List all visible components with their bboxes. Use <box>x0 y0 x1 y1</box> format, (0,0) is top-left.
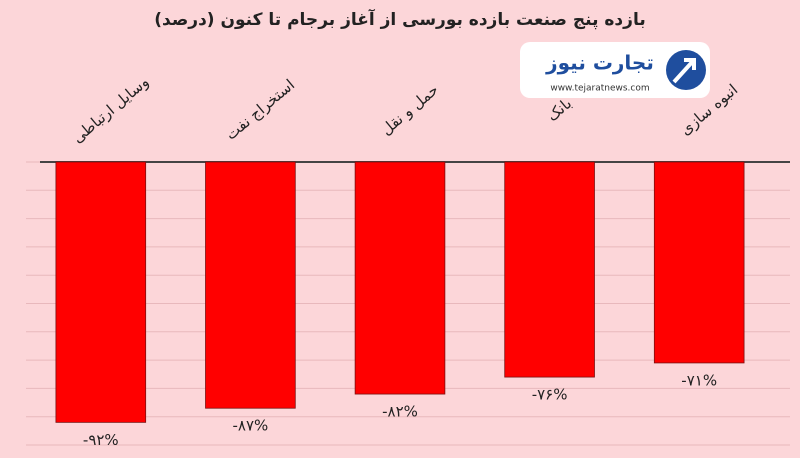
value-label: -۸۲% <box>382 403 418 421</box>
bar <box>55 161 147 423</box>
logo-url: www.tejaratnews.com <box>550 84 649 94</box>
logo-box <box>520 42 710 98</box>
bar <box>504 161 595 378</box>
logo-arrow <box>672 58 696 84</box>
value-label: -۷۱% <box>681 371 717 389</box>
value-label: -۹۲% <box>83 431 119 449</box>
logo: تجارت نیوز www.tejaratnews.com <box>520 42 710 98</box>
value-label: -۷۶% <box>532 386 568 404</box>
bar <box>653 161 745 364</box>
bar <box>205 161 296 409</box>
bar <box>354 161 446 395</box>
logo-name: تجارت نیوز <box>545 51 654 75</box>
value-label: -۸۷% <box>233 417 269 435</box>
chart-title: بازده پنج صنعت بازده بورسی از آغاز برجام… <box>154 8 645 30</box>
